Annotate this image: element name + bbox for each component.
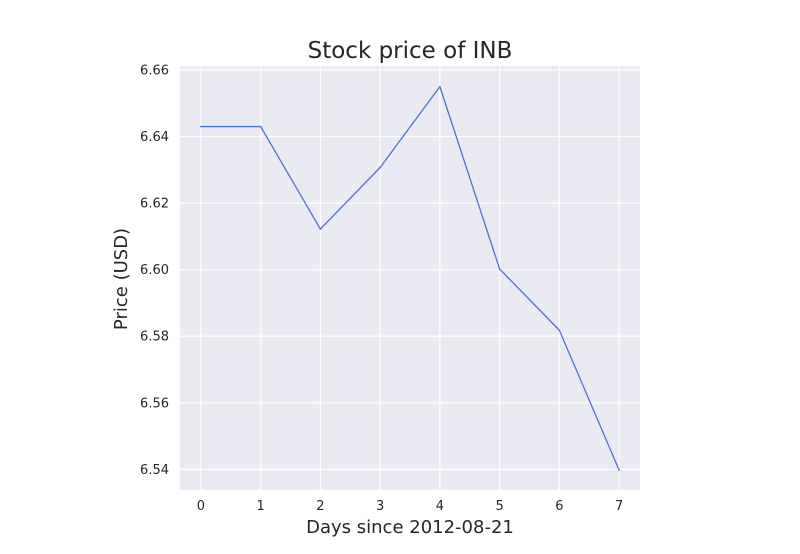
- plot-area: [180, 66, 640, 490]
- series-layer: [200, 85, 620, 471]
- y-axis-title: Price (USD): [111, 228, 132, 330]
- data-point: [439, 85, 441, 88]
- x-tick-label: 6: [555, 499, 563, 514]
- x-tick-label: 0: [197, 499, 205, 514]
- data-point: [379, 166, 381, 169]
- data-point: [498, 268, 501, 270]
- y-tick-label: 6.56: [140, 396, 169, 411]
- y-tick-label: 6.58: [140, 330, 169, 345]
- data-point: [558, 329, 561, 332]
- grid: [180, 66, 640, 490]
- x-tick-label: 5: [495, 499, 503, 514]
- x-tick-label: 7: [615, 499, 623, 514]
- y-tick-label: 6.54: [140, 463, 169, 478]
- y-tick-label: 6.66: [140, 63, 169, 78]
- data-point: [618, 469, 620, 471]
- y-axis-ticks: 6.54 6.56 6.58 6.60 6.62 6.64 6.66: [140, 63, 169, 477]
- x-tick-label: 3: [376, 499, 384, 514]
- chart-title: Stock price of INB: [308, 38, 513, 64]
- x-tick-label: 1: [257, 499, 265, 514]
- x-axis-title: Days since 2012-08-21: [306, 517, 514, 538]
- x-tick-label: 4: [436, 499, 444, 514]
- data-point: [319, 228, 322, 230]
- data-point: [259, 125, 262, 128]
- y-tick-label: 6.60: [140, 263, 169, 278]
- y-tick-label: 6.62: [140, 197, 169, 212]
- data-point: [200, 125, 202, 128]
- x-axis-ticks: 0 1 2 3 4 5 6 7: [197, 499, 623, 514]
- series-line: [200, 85, 620, 471]
- y-tick-label: 6.64: [140, 130, 169, 145]
- x-tick-label: 2: [316, 499, 324, 514]
